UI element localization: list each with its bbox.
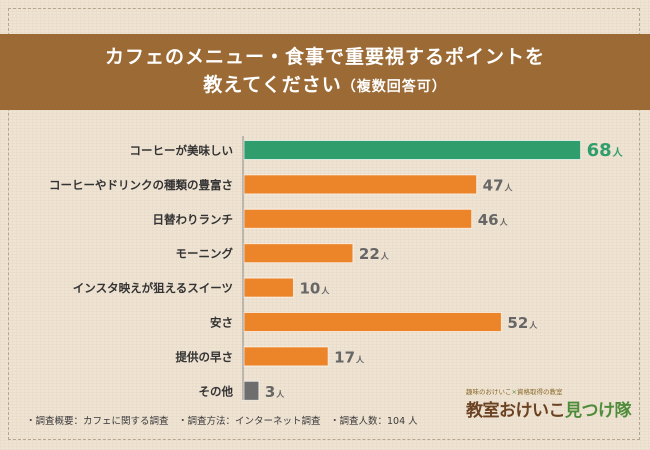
category-label: 日替わりランチ xyxy=(153,212,234,226)
bar xyxy=(243,208,473,229)
chart-title-line-2: 教えてください（複数回答可） xyxy=(203,71,446,101)
bar xyxy=(243,312,502,332)
value-label: 10人 xyxy=(300,280,331,298)
value-label: 17人 xyxy=(334,348,365,366)
bar xyxy=(243,174,478,195)
value-unit: 人 xyxy=(321,286,330,296)
value-label: 3人 xyxy=(265,383,285,401)
value-label: 47人 xyxy=(483,176,514,194)
bar xyxy=(243,277,294,298)
logo-tag-right: 資格取得の教室 xyxy=(516,388,563,396)
category-label: コーヒーが美味しい xyxy=(130,144,234,158)
category-label: 提供の早さ xyxy=(176,350,234,364)
value-unit: 人 xyxy=(613,146,624,159)
logo-tag-separator: × xyxy=(511,388,517,396)
logo-wordmark: 教室おけいこ見つけ隊 xyxy=(466,396,632,421)
chart-title-line-1: カフェのメニュー・食事で重要視するポイントを xyxy=(104,46,545,68)
logo-tag-left: 趣味のおけいこ xyxy=(466,388,512,396)
value-unit: 人 xyxy=(356,354,365,364)
title-banner: カフェのメニュー・食事で重要視するポイントを 教えてください（複数回答可） xyxy=(0,34,650,110)
bar xyxy=(243,243,354,264)
category-label: その他 xyxy=(199,384,234,398)
value-unit: 人 xyxy=(381,251,390,261)
value-label: 46人 xyxy=(478,211,509,229)
value-unit: 人 xyxy=(529,320,538,330)
value-unit: 人 xyxy=(276,389,285,399)
bar xyxy=(243,346,329,367)
logo-tagline: 趣味のおけいこ×資格取得の教室 xyxy=(466,386,562,396)
category-label: モーニング xyxy=(176,247,234,261)
logo-name-accent: 見つけ隊 xyxy=(565,401,632,421)
value-unit: 人 xyxy=(505,182,514,192)
value-unit: 人 xyxy=(500,217,509,227)
logo: 趣味のおけいこ×資格取得の教室 教室おけいこ見つけ隊 xyxy=(466,386,632,432)
chart-title-main: 教えてください xyxy=(203,74,342,96)
bar xyxy=(243,380,260,401)
bar xyxy=(243,140,582,160)
survey-note: ・調査概要：カフェに関する調査 ・調査方法：インターネット調査 ・調査人数：10… xyxy=(26,416,418,427)
category-label: コーヒーやドリンクの種類の豊富さ xyxy=(49,178,233,192)
value-label: 68人 xyxy=(587,140,624,161)
category-label: 安さ xyxy=(210,316,233,330)
chart-title-note: （複数回答可） xyxy=(341,79,447,95)
category-label: インスタ映えが狙えるスイーツ xyxy=(73,281,233,295)
value-label: 22人 xyxy=(359,245,390,263)
logo-name-main: 教室おけいこ xyxy=(466,401,566,421)
value-label: 52人 xyxy=(507,314,538,332)
